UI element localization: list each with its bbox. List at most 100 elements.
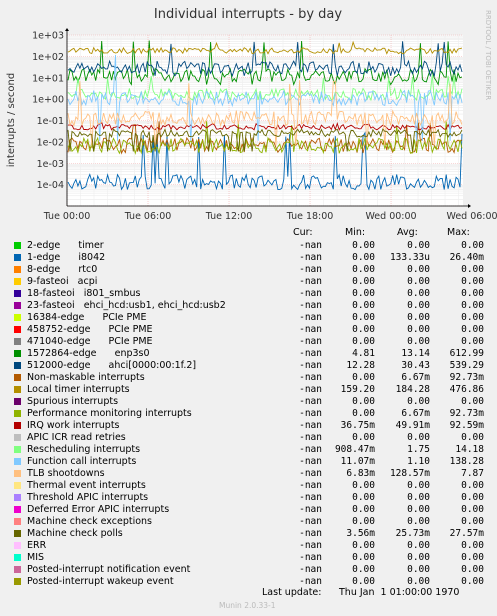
legend-swatch: [14, 542, 21, 549]
legend-min-value: 36.75m: [340, 420, 375, 431]
legend-series-name: MIS: [27, 552, 45, 563]
legend-row: Function call interrupts -nan 11.07m 1.10 13…: [0, 456, 497, 468]
legend-min-value: 3.56m: [346, 528, 375, 539]
legend-row: 23-fasteoi ehci_hcd:usb1, ehci_hcd:usb2 -…: [0, 300, 497, 312]
legend-min-value: 0.00: [352, 516, 375, 527]
legend-series-name: Posted-interrupt wakeup event: [27, 576, 174, 587]
legend-min-value: 0.00: [352, 324, 375, 335]
legend-max-value: 0.00: [461, 480, 484, 491]
legend-row: IRQ work interrupts -nan 36.75m 49.91m 92.59…: [0, 420, 497, 432]
legend-avg-value: 30.43: [401, 360, 430, 371]
legend-avg-value: 0.00: [407, 396, 430, 407]
legend-row: Performance monitoring interrupts -nan 0.0…: [0, 408, 497, 420]
legend-avg-value: 128.57m: [389, 468, 430, 479]
y-tick-label: 1e-02: [37, 137, 64, 148]
legend-swatch: [14, 350, 21, 357]
legend-swatch: [14, 554, 21, 561]
legend-cur-value: -nan: [299, 492, 322, 503]
legend-max-value: 138.28: [449, 456, 484, 467]
series-line: [67, 40, 463, 87]
legend-min-value: 4.81: [352, 348, 375, 359]
legend-cur-value: -nan: [299, 564, 322, 575]
legend-swatch: [14, 278, 21, 285]
legend-avg-value: 0.00: [407, 516, 430, 527]
legend-swatch: [14, 446, 21, 453]
legend-cur-value: -nan: [299, 360, 322, 371]
legend-max-value: 14.18: [455, 444, 484, 455]
legend-swatch: [14, 374, 21, 381]
header-cur: Cur:: [293, 227, 313, 238]
legend-avg-value: 0.00: [407, 324, 430, 335]
legend-min-value: 0.00: [352, 276, 375, 287]
legend-row: 16384-edge PCIe PME -nan 0.00 0.00 0.00: [0, 312, 497, 324]
legend-series-name: Function call interrupts: [27, 456, 137, 467]
legend-min-value: 0.00: [352, 492, 375, 503]
legend-swatch: [14, 458, 21, 465]
y-tick-label: 1e+02: [32, 52, 64, 63]
legend-cur-value: -nan: [299, 312, 322, 323]
legend-avg-value: 0.00: [407, 540, 430, 551]
legend-min-value: 0.00: [352, 480, 375, 491]
legend-series-name: Machine check polls: [27, 528, 123, 539]
legend-swatch: [14, 434, 21, 441]
legend-avg-value: 0.00: [407, 300, 430, 311]
legend-min-value: 0.00: [352, 540, 375, 551]
series-layer: [67, 40, 463, 191]
legend-cur-value: -nan: [299, 456, 322, 467]
series-line: [67, 41, 463, 78]
y-tick-label: 1e-01: [37, 116, 64, 127]
legend-max-value: 0.00: [461, 396, 484, 407]
legend-swatch: [14, 422, 21, 429]
legend-series-name: Machine check exceptions: [27, 516, 152, 527]
legend-swatch: [14, 254, 21, 261]
legend-min-value: 0.00: [352, 240, 375, 251]
legend-max-value: 92.73m: [449, 372, 484, 383]
legend-row: TLB shootdowns -nan 6.83m 128.57m 7.87: [0, 468, 497, 480]
chart-title: Individual interrupts - by day: [154, 7, 342, 22]
legend-avg-value: 0.00: [407, 288, 430, 299]
legend-cur-value: -nan: [299, 396, 322, 407]
legend-row: Thermal event interrupts -nan 0.00 0.00 0.00: [0, 480, 497, 492]
x-tick-labels: Tue 00:00 Tue 06:00 Tue 12:00 Tue 18:00 Wed …: [43, 211, 497, 222]
legend-series-name: Local timer interrupts: [27, 384, 130, 395]
legend-series-name: ERR: [27, 540, 47, 551]
legend-series-name: Non-maskable interrupts: [27, 372, 145, 383]
legend-cur-value: -nan: [299, 336, 322, 347]
y-axis-label: interrupts / second: [6, 73, 17, 167]
legend-avg-value: 0.00: [407, 564, 430, 575]
legend-avg-value: 13.14: [401, 348, 430, 359]
legend-series-name: Posted-interrupt notification event: [27, 564, 191, 575]
legend-min-value: 0.00: [352, 288, 375, 299]
legend-cur-value: -nan: [299, 432, 322, 443]
last-update-label: Last update:: [262, 587, 322, 598]
legend-max-value: 26.40m: [449, 252, 484, 263]
legend-min-value: 908.47m: [334, 444, 375, 455]
y-tick-label: 1e-03: [37, 159, 64, 170]
legend-max-value: 92.59m: [449, 420, 484, 431]
legend-max-value: 0.00: [461, 492, 484, 503]
legend-series-name: 471040-edge PCIe PME: [27, 336, 153, 347]
legend-series-name: APIC ICR read retries: [27, 432, 126, 443]
legend-series-name: 458752-edge PCIe PME: [27, 324, 153, 335]
legend-min-value: 0.00: [352, 264, 375, 275]
legend-row: Spurious interrupts -nan 0.00 0.00 0.00: [0, 396, 497, 408]
legend-cur-value: -nan: [299, 480, 322, 491]
legend-series-name: 18-fasteoi i801_smbus: [27, 288, 141, 299]
legend-min-value: 11.07m: [340, 456, 375, 467]
legend-max-value: 92.73m: [449, 408, 484, 419]
legend-series-name: Threshold APIC interrupts: [27, 492, 149, 503]
legend-max-value: 0.00: [461, 276, 484, 287]
legend-cur-value: -nan: [299, 540, 322, 551]
legend-avg-value: 6.67m: [401, 408, 430, 419]
legend-avg-value: 0.00: [407, 480, 430, 491]
legend-row: 512000-edge ahci[0000:00:1f.2] -nan 12.28 3…: [0, 360, 497, 372]
legend-series-name: Rescheduling interrupts: [27, 444, 141, 455]
legend-row: Machine check exceptions -nan 0.00 0.00 0.00: [0, 516, 497, 528]
legend-swatch: [14, 314, 21, 321]
series-line: [67, 128, 463, 152]
legend-min-value: 0.00: [352, 432, 375, 443]
legend-swatch: [14, 302, 21, 309]
legend-swatch: [14, 566, 21, 573]
series-line: [67, 121, 463, 131]
